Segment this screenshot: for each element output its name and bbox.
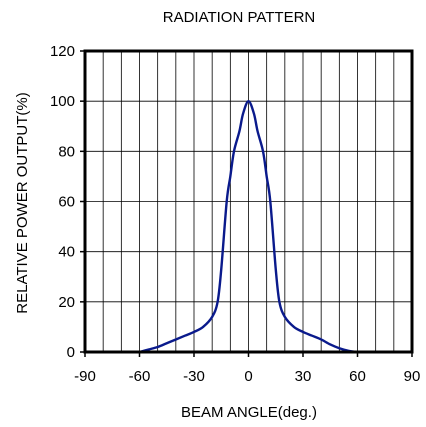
x-tick-label: 30 bbox=[295, 368, 312, 385]
y-tick-label: 60 bbox=[58, 194, 75, 211]
y-tick-labels: 0 20 40 60 80 100 120 bbox=[50, 43, 85, 361]
x-tick-label: -30 bbox=[183, 368, 205, 385]
chart-title: RADIATION PATTERN bbox=[163, 9, 316, 26]
x-tick-label: 0 bbox=[244, 368, 252, 385]
x-tick-label: 90 bbox=[404, 368, 421, 385]
grid-lines bbox=[85, 51, 412, 352]
series-line bbox=[138, 99, 359, 354]
y-tick-label: 0 bbox=[67, 344, 75, 361]
x-tick-label: 60 bbox=[349, 368, 366, 385]
x-tick-labels: -90 -60 -30 0 30 60 90 bbox=[74, 352, 420, 385]
x-tick-label: -90 bbox=[74, 368, 96, 385]
x-tick-label: -60 bbox=[129, 368, 151, 385]
y-tick-label: 100 bbox=[50, 93, 75, 110]
y-tick-label: 120 bbox=[50, 43, 75, 60]
y-axis-label: RELATIVE POWER OUTPUT(%) bbox=[14, 92, 31, 313]
x-axis-label: BEAM ANGLE(deg.) bbox=[181, 404, 317, 421]
y-tick-label: 20 bbox=[58, 294, 75, 311]
y-tick-label: 80 bbox=[58, 143, 75, 160]
y-tick-label: 40 bbox=[58, 244, 75, 261]
